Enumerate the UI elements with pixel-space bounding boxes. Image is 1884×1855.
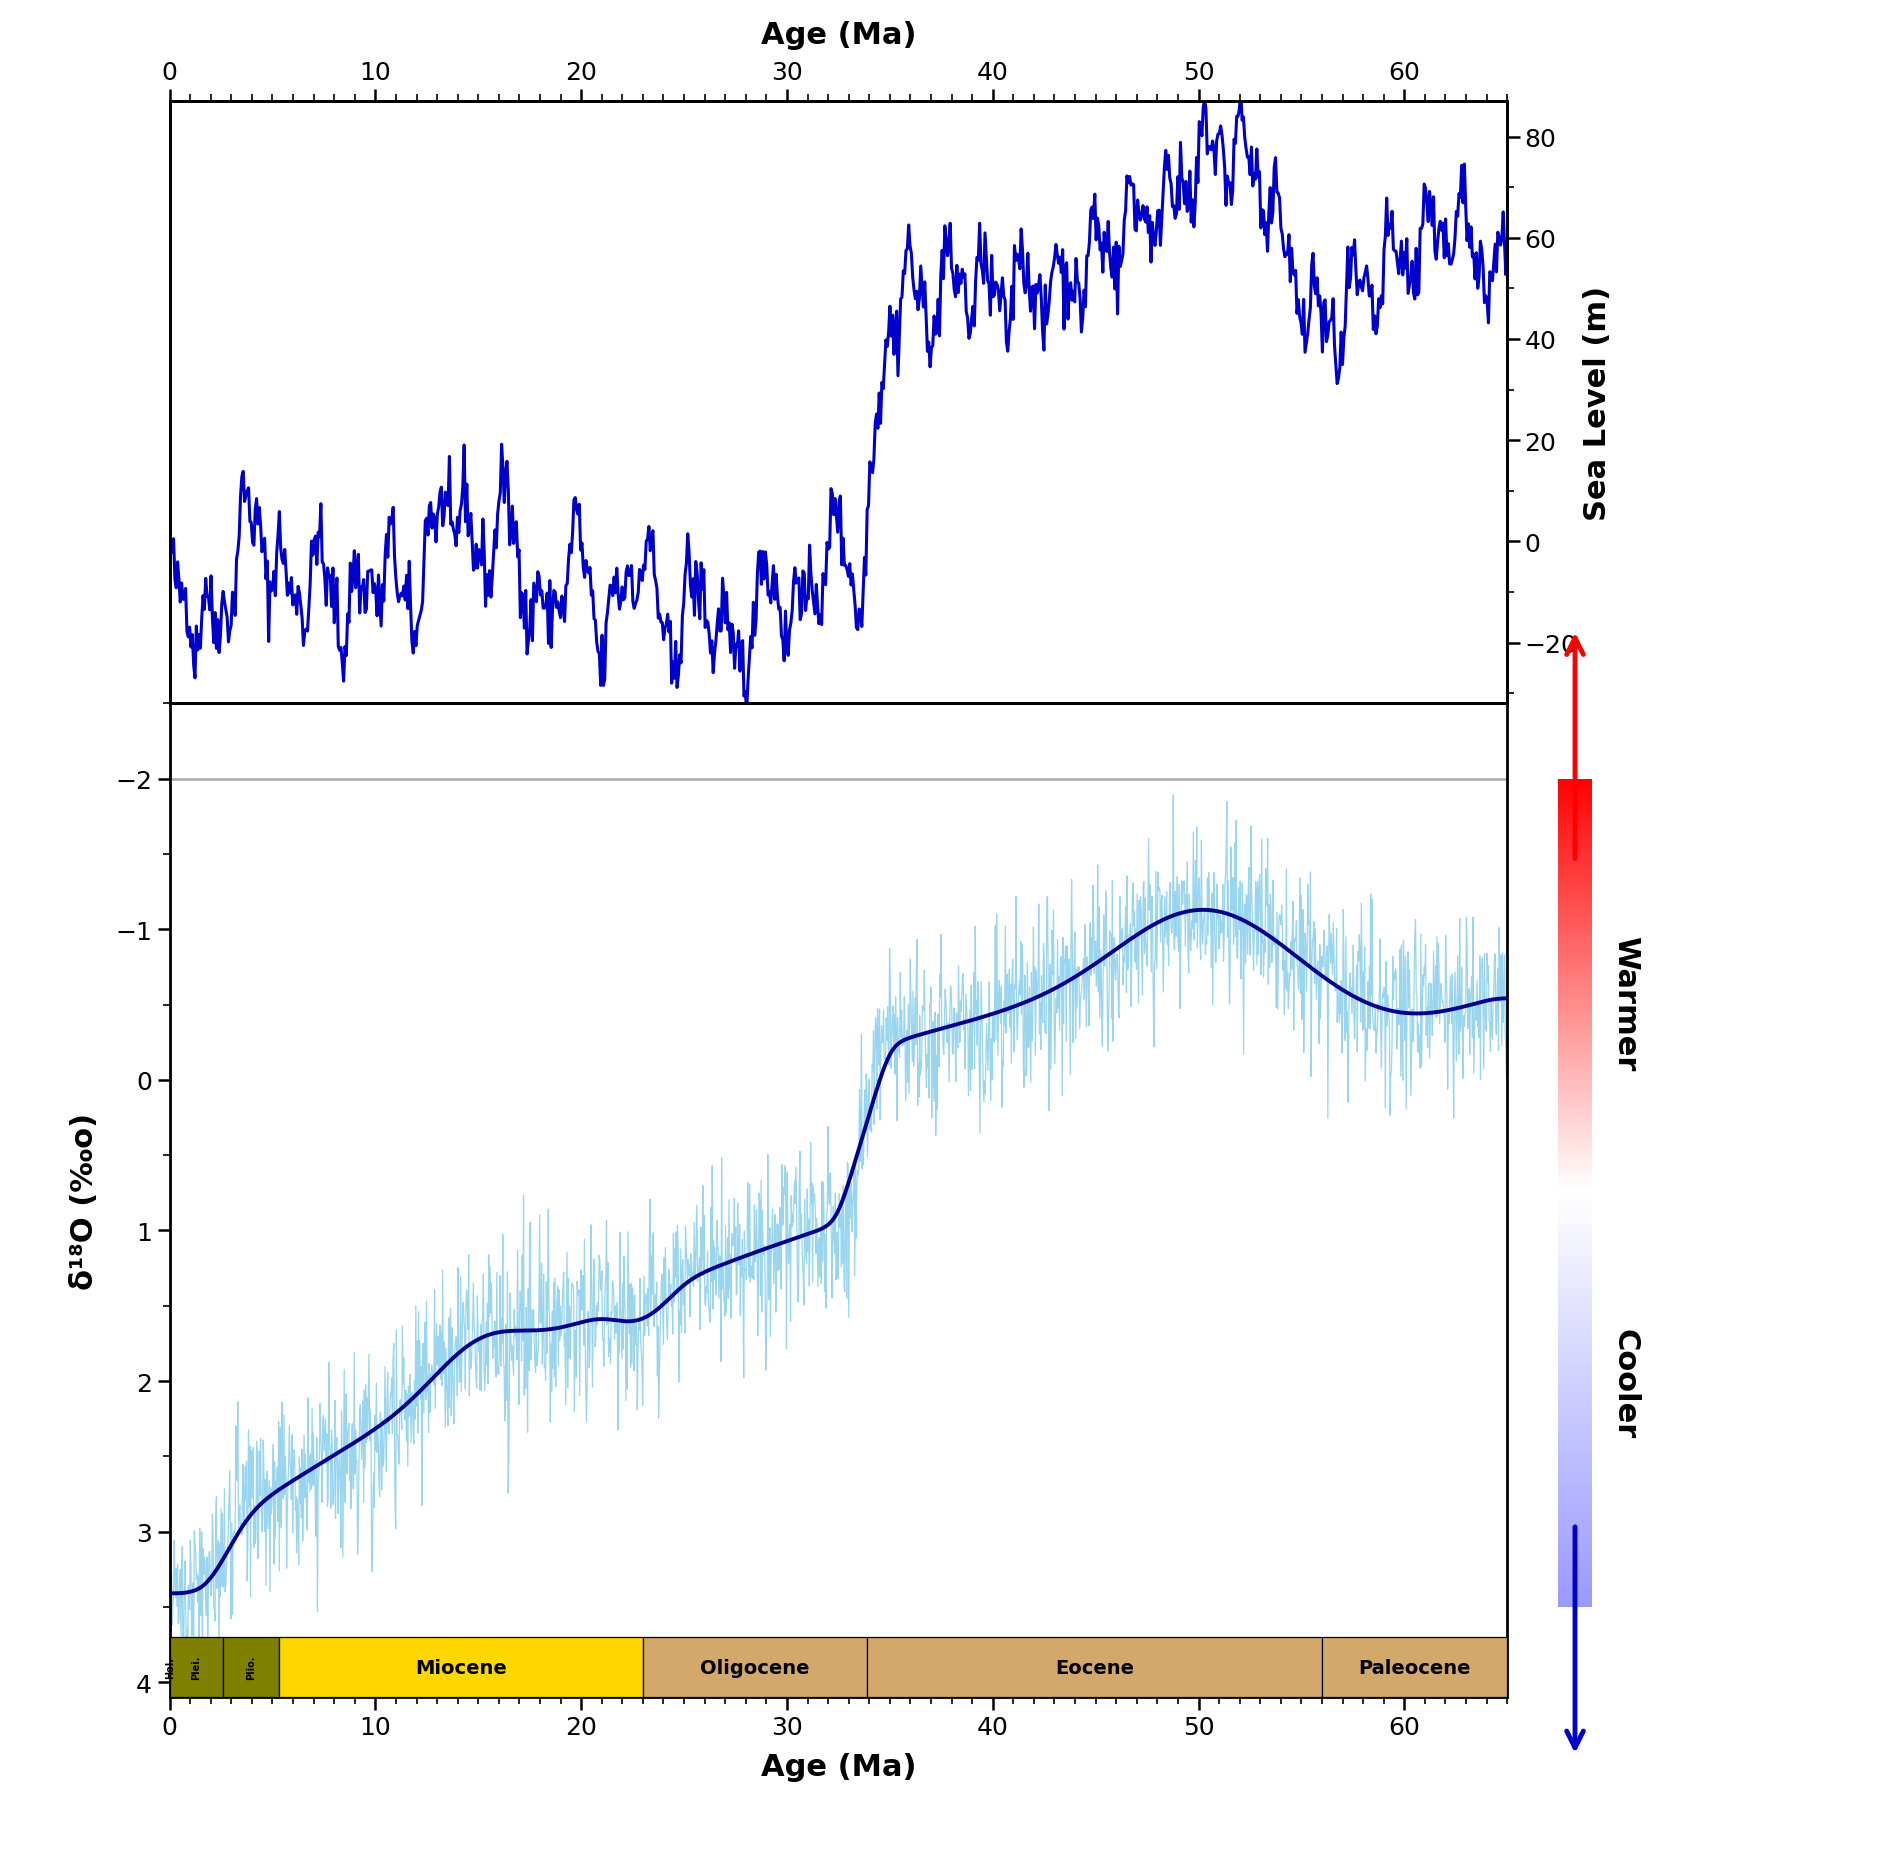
- Text: Paleocene: Paleocene: [1358, 1658, 1471, 1677]
- X-axis label: Age (Ma): Age (Ma): [761, 20, 916, 50]
- Text: Plio.: Plio.: [245, 1655, 256, 1679]
- Bar: [642, 1638, 867, 1697]
- Text: Oligocene: Oligocene: [701, 1658, 810, 1677]
- Text: Miocene: Miocene: [414, 1658, 507, 1677]
- Bar: [1323, 1638, 1507, 1697]
- Bar: [867, 1638, 1323, 1697]
- Bar: [279, 1638, 642, 1697]
- Bar: [170, 1638, 222, 1697]
- Bar: [222, 1638, 279, 1697]
- Text: Warmer: Warmer: [1611, 935, 1639, 1070]
- Text: Hol.: Hol.: [164, 1657, 175, 1679]
- Text: Plei.: Plei.: [192, 1655, 202, 1679]
- X-axis label: Age (Ma): Age (Ma): [761, 1753, 916, 1781]
- Y-axis label: δ¹⁸O (‰o): δ¹⁸O (‰o): [70, 1113, 98, 1289]
- Text: Eocene: Eocene: [1055, 1658, 1134, 1677]
- Y-axis label: Sea Level (m): Sea Level (m): [1583, 286, 1613, 521]
- Text: Cooler: Cooler: [1611, 1328, 1639, 1439]
